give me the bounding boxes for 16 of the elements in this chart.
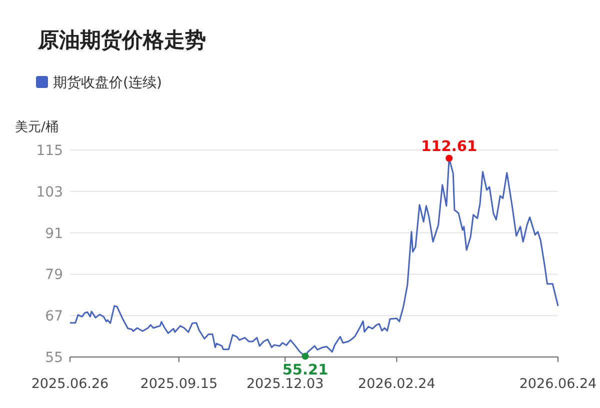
y-axis-title: 美元/桶 xyxy=(15,119,58,135)
y-tick-label: 55 xyxy=(45,350,63,366)
y-tick-label: 91 xyxy=(45,226,63,242)
x-tick-label: 2026.06.24 xyxy=(519,376,597,392)
x-tick-label: 2025.12.03 xyxy=(246,376,324,392)
annotation: 55.21 xyxy=(282,362,328,378)
y-tick-label: 115 xyxy=(36,143,63,159)
x-tick-label: 2025.09.15 xyxy=(140,376,218,392)
chart-title: 原油期货价格走势 xyxy=(37,28,206,52)
y-tick-label: 103 xyxy=(36,184,63,200)
annotation: 112.61 xyxy=(421,139,478,156)
x-tick-label: 2026.02.24 xyxy=(358,376,436,392)
y-tick-label: 79 xyxy=(45,267,63,284)
legend-label: 期货收盘价(连续) xyxy=(53,75,162,91)
x-tick-label: 2025.06.26 xyxy=(31,376,109,392)
y-tick-label: 67 xyxy=(45,308,63,325)
